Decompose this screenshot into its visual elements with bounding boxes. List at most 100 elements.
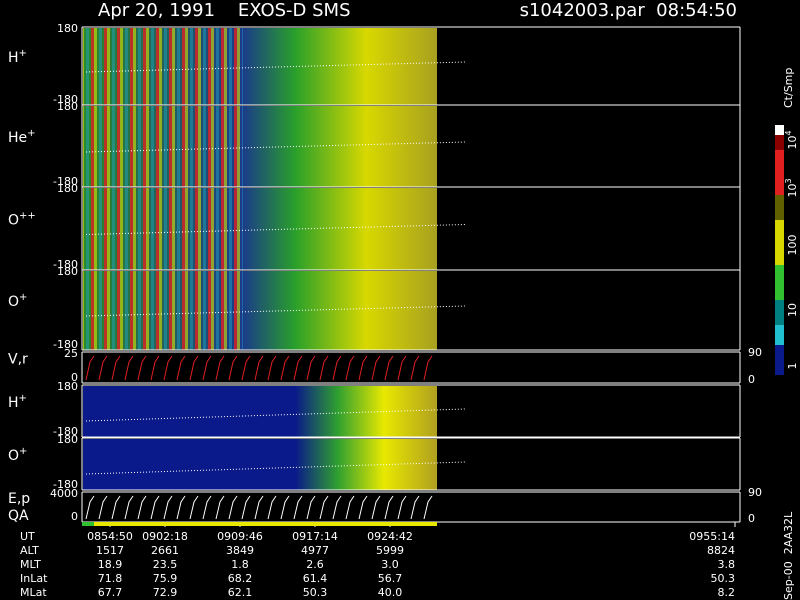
label-sup: +	[19, 292, 27, 303]
y2-bottom-label: 0	[748, 373, 755, 386]
title: Apr 20, 1991 EXOS-D SMS	[98, 0, 351, 21]
row-name: ALT	[20, 544, 39, 557]
row-value: 2661	[151, 544, 179, 557]
colorbar-base: 10	[786, 136, 799, 150]
row-value: 8.2	[718, 586, 736, 599]
label-text: H	[8, 50, 19, 66]
row-value: 0902:18	[142, 530, 188, 543]
panel-label: E,p	[8, 491, 30, 507]
row-value: 3.8	[718, 558, 736, 571]
panel-label-2: QA	[8, 508, 29, 524]
row-value: 1517	[96, 544, 124, 557]
row-name: MLat	[20, 586, 47, 599]
trace	[85, 305, 466, 317]
spectrogram-stripes	[83, 106, 243, 187]
row-value: 67.7	[98, 586, 123, 599]
row-name: UT	[20, 530, 35, 543]
qa-bar	[94, 522, 437, 526]
colorbar-label: 100	[786, 235, 799, 256]
row-value: 61.4	[303, 572, 328, 585]
spectrogram-stripes	[83, 271, 243, 350]
label-text: H	[8, 395, 19, 411]
row-value: 3849	[226, 544, 254, 557]
y-top-label: 180	[57, 100, 78, 113]
label-sup: +	[19, 48, 27, 59]
y-top-label: 180	[57, 182, 78, 195]
y-bottom-label: -180	[53, 338, 78, 351]
y-bottom-label: -180	[53, 175, 78, 188]
colorbar-base: 10	[786, 184, 799, 198]
label-text: O	[8, 294, 19, 310]
colorbar-label: 104	[784, 130, 799, 149]
file-time: s1042003.par 08:54:50	[520, 0, 737, 21]
colorbar-base: 1	[786, 363, 799, 370]
y-bottom-label: -180	[53, 425, 78, 438]
y-top-label: 180	[57, 22, 78, 35]
panel-label: O++	[8, 211, 36, 229]
row-value: 0924:42	[367, 530, 413, 543]
colorbar-exp: 3	[784, 178, 793, 183]
y-bottom-label: 0	[71, 510, 78, 523]
panel-label: O+	[8, 446, 27, 464]
y-bottom-label: 0	[71, 371, 78, 384]
panel-label: He+	[8, 128, 36, 146]
row-name: InLat	[20, 572, 48, 585]
label-sup: +	[27, 128, 35, 139]
y-top-label: 25	[64, 347, 78, 360]
label-text: He	[8, 130, 27, 146]
row-value: 0909:46	[217, 530, 263, 543]
trace	[85, 408, 466, 422]
y-top-label: 4000	[50, 487, 78, 500]
row-value: 0917:14	[292, 530, 338, 543]
row-value: 40.0	[378, 586, 403, 599]
row-value: 75.9	[153, 572, 178, 585]
trace	[85, 461, 466, 475]
row-value: 0955:14	[689, 530, 735, 543]
y-top-label: 180	[57, 433, 78, 446]
row-value: 8824	[707, 544, 735, 557]
colorbar-segment	[775, 265, 784, 300]
y-top-label: 180	[57, 265, 78, 278]
row-name: MLT	[20, 558, 41, 571]
qa-bar	[82, 522, 94, 526]
y2-top-label: 90	[748, 346, 762, 359]
row-value: 18.9	[98, 558, 123, 571]
row-value: 50.3	[711, 572, 736, 585]
sweep	[85, 355, 433, 381]
label-text: O	[8, 213, 19, 229]
row-value: 3.0	[381, 558, 399, 571]
row-value: 72.9	[153, 586, 178, 599]
row-value: 2.6	[306, 558, 324, 571]
row-value: 5999	[376, 544, 404, 557]
label-text: E,p	[8, 491, 30, 507]
colorbar-label: 10	[786, 303, 799, 317]
row-value: 71.8	[98, 572, 123, 585]
colorbar-unit: Ct/Smp	[782, 68, 795, 108]
trace	[85, 141, 466, 153]
label-sup: ++	[19, 211, 36, 222]
y-bottom-label: -180	[53, 258, 78, 271]
sweep	[85, 495, 433, 520]
y-bottom-label: -180	[53, 478, 78, 491]
colorbar-segment	[775, 125, 784, 135]
colorbar-segment	[775, 300, 784, 325]
row-value: 1.8	[231, 558, 249, 571]
spectrogram-stripes	[83, 188, 243, 270]
row-value: 68.2	[228, 572, 253, 585]
colorbar-base: 10	[786, 303, 799, 317]
y-bottom-label: -180	[53, 93, 78, 106]
panel-label: H+	[8, 393, 27, 411]
colorbar-segment	[775, 220, 784, 265]
row-value: 62.1	[228, 586, 253, 599]
row-value: 23.5	[153, 558, 178, 571]
trace	[85, 61, 466, 73]
spectrogram	[83, 386, 437, 437]
colorbar-exp: 4	[784, 130, 793, 135]
y2-top-label: 90	[748, 486, 762, 499]
colorbar-segment	[775, 195, 784, 220]
colorbar-segment	[775, 345, 784, 375]
label-sup: +	[19, 393, 27, 404]
spectrogram-stripes	[83, 28, 243, 105]
colorbar-segment	[775, 325, 784, 345]
y2-bottom-label: 0	[748, 512, 755, 525]
